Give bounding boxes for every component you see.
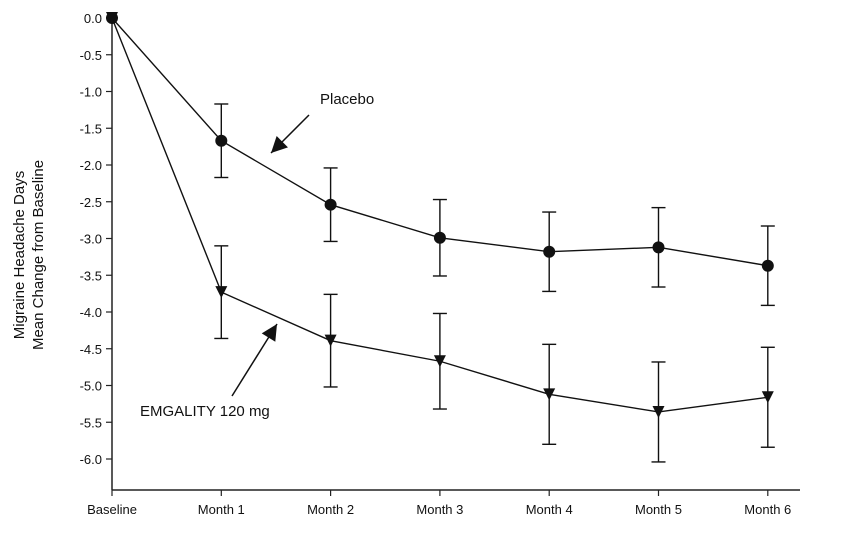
y-tick-label: -6.0 (80, 452, 102, 467)
x-tick-label: Month 4 (526, 502, 573, 517)
y-tick-label: -1.0 (80, 85, 102, 100)
x-tick-label: Month 6 (744, 502, 791, 517)
data-point (652, 405, 665, 418)
x-tick-label: Baseline (87, 502, 137, 517)
data-point (215, 134, 228, 147)
y-tick-label: -4.0 (80, 305, 102, 320)
placebo-arrow-head (271, 136, 288, 153)
data-point (761, 259, 774, 272)
y-tick-label: -2.5 (80, 195, 102, 210)
y-tick-label: -0.5 (80, 48, 102, 63)
annotation-emgality: EMGALITY 120 mg (140, 403, 270, 420)
x-tick-label: Month 1 (198, 502, 245, 517)
y-tick-label: -5.5 (80, 415, 102, 430)
annotation-placebo: Placebo (320, 91, 374, 108)
data-point (652, 241, 665, 254)
data-point (106, 12, 118, 24)
emgality-arrow-head (261, 324, 277, 342)
x-tick-label: Month 3 (416, 502, 463, 517)
x-tick-label: Month 5 (635, 502, 682, 517)
series-placebo (106, 12, 775, 307)
y-tick-label: -4.5 (80, 342, 102, 357)
y-axis-label-line-1: Migraine Headache Days (11, 171, 28, 339)
y-axis-label-line-2: Mean Change from Baseline (30, 160, 47, 350)
data-point (761, 391, 774, 404)
y-tick-label: 0.0 (84, 11, 102, 26)
y-axis-label: Migraine Headache Days Mean Change from … (11, 160, 47, 350)
y-tick-label: -5.0 (80, 379, 102, 394)
x-tick-label: Month 2 (307, 502, 354, 517)
data-point (433, 355, 446, 368)
y-tick-label: -3.5 (80, 268, 102, 283)
y-tick-label: -1.5 (80, 121, 102, 136)
y-tick-label: -2.0 (80, 158, 102, 173)
series-layer (106, 12, 775, 463)
annotations: Placebo EMGALITY 120 mg (140, 91, 374, 420)
data-point (324, 334, 337, 347)
data-point (543, 245, 556, 258)
data-point (215, 286, 228, 299)
data-point (433, 231, 446, 244)
axes: 0.0 -0.5 -1.0 -1.5 -2.0 -2.5 -3.0 -3.5 -4.0 -4.5 -… (80, 11, 800, 517)
y-tick-label: -3.0 (80, 232, 102, 247)
data-point (543, 388, 556, 401)
data-point (324, 198, 337, 211)
series-emgality (106, 12, 775, 463)
